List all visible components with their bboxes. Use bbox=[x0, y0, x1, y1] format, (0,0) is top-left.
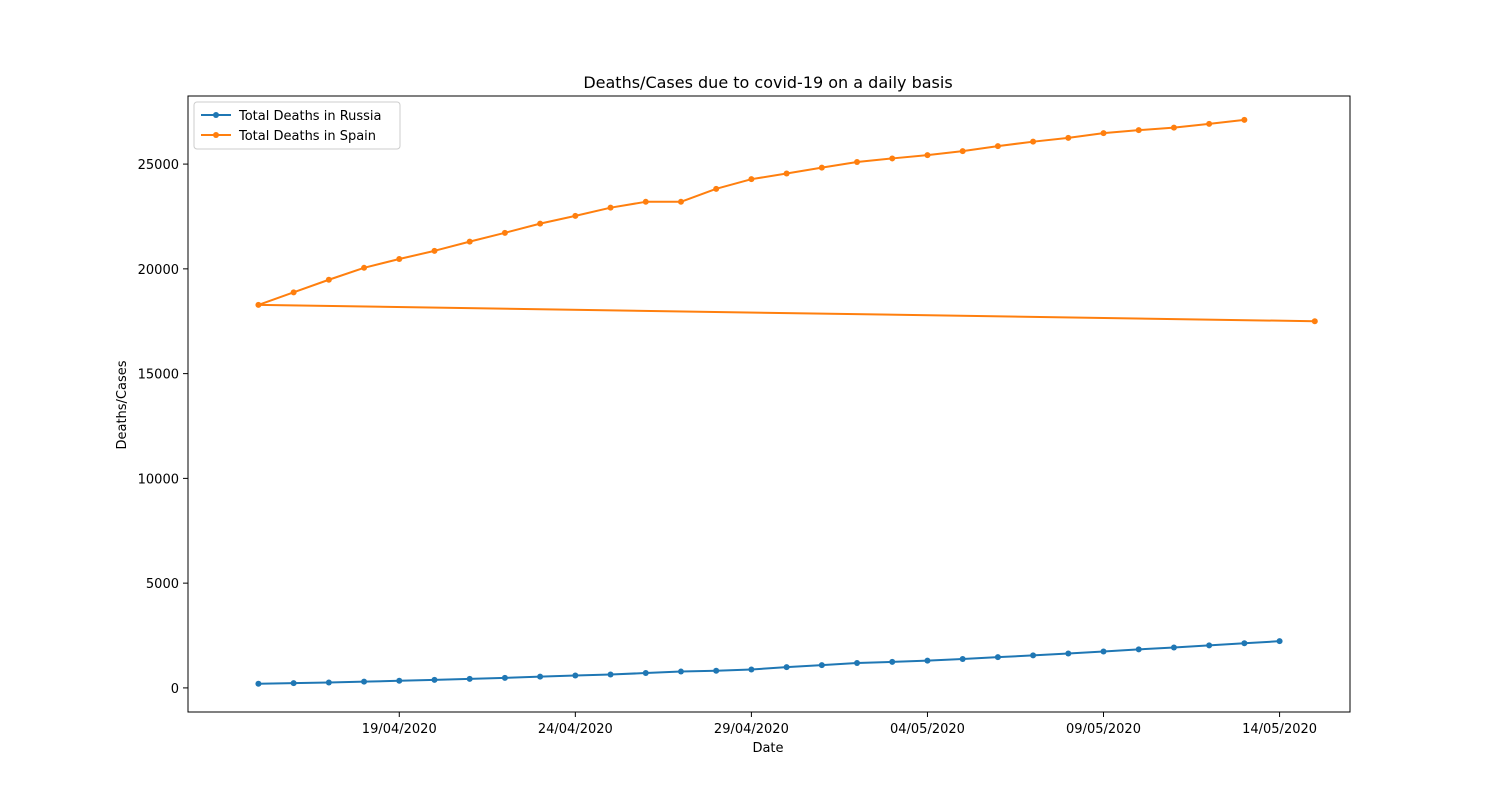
series-0-point-14 bbox=[748, 666, 755, 673]
series-line-0 bbox=[258, 640, 1280, 685]
series-1-point-21 bbox=[959, 148, 966, 155]
series-1-point-18 bbox=[854, 159, 861, 165]
series-0-point-6 bbox=[466, 675, 473, 682]
series-0-point-25 bbox=[1135, 646, 1142, 653]
series-line-1 bbox=[257, 118, 1315, 323]
series-0-point-26 bbox=[1170, 644, 1177, 651]
series-0-point-11 bbox=[642, 670, 649, 677]
series-0-point-16 bbox=[818, 662, 825, 669]
x-tick-label: 09/05/2020 bbox=[1066, 722, 1141, 737]
series-1-point-1 bbox=[255, 301, 262, 308]
series-1-point-19 bbox=[889, 155, 896, 162]
series-1-point-22 bbox=[994, 143, 1001, 150]
series-1-point-2 bbox=[290, 289, 297, 296]
series-1-point-26 bbox=[1135, 127, 1142, 134]
axes-frame bbox=[187, 95, 1351, 713]
y-tick-label: 20000 bbox=[138, 263, 179, 278]
series-1-point-8 bbox=[501, 229, 508, 236]
series-1-point-29 bbox=[1241, 116, 1248, 123]
series-0-point-2 bbox=[325, 679, 332, 686]
series-1-point-5 bbox=[396, 256, 403, 263]
y-axis-label: Deaths/Cases bbox=[115, 360, 130, 449]
x-tick-label: 29/04/2020 bbox=[714, 722, 789, 737]
series-1-point-4 bbox=[361, 264, 368, 271]
legend-marker-1 bbox=[213, 132, 219, 138]
series-0-point-24 bbox=[1100, 648, 1107, 655]
series-0-point-21 bbox=[994, 654, 1001, 661]
series-1-point-27 bbox=[1170, 124, 1177, 131]
series-1-point-20 bbox=[924, 152, 931, 159]
series-0-point-29 bbox=[1276, 638, 1283, 645]
series-1-point-17 bbox=[818, 164, 825, 171]
legend-marker-0 bbox=[213, 112, 219, 118]
series-0-point-19 bbox=[924, 657, 931, 664]
series-1-point-28 bbox=[1206, 120, 1213, 127]
x-tick-label: 14/05/2020 bbox=[1242, 722, 1317, 737]
series-1-point-23 bbox=[1030, 138, 1037, 145]
series-0-point-0 bbox=[255, 680, 262, 687]
series-1-point-25 bbox=[1100, 130, 1107, 137]
plot-area: 19/04/2020 24/04/2020 29/04/2020 04/05/2020… bbox=[138, 95, 1351, 737]
series-0-point-5 bbox=[431, 676, 438, 683]
x-tick-label: 19/04/2020 bbox=[362, 722, 437, 737]
series-0-point-20 bbox=[959, 655, 966, 662]
series-0-point-12 bbox=[677, 668, 684, 675]
series-0-point-13 bbox=[713, 667, 720, 674]
series-0-point-8 bbox=[537, 673, 544, 680]
series-1-point-3 bbox=[325, 276, 332, 283]
series-1-point-10 bbox=[572, 212, 579, 219]
series-0-point-18 bbox=[889, 658, 896, 665]
legend-box bbox=[193, 101, 401, 150]
series-1-point-15 bbox=[748, 176, 755, 183]
series-0-point-15 bbox=[783, 664, 790, 671]
y-tick-label: 0 bbox=[171, 682, 179, 697]
series-1-point-6 bbox=[431, 247, 438, 254]
series-0-point-1 bbox=[290, 680, 297, 687]
series-0-point-28 bbox=[1241, 640, 1248, 647]
y-tick-label: 15000 bbox=[138, 368, 179, 383]
series-0-point-22 bbox=[1030, 652, 1037, 659]
series-0-point-17 bbox=[854, 659, 861, 666]
series-0-point-7 bbox=[501, 674, 508, 681]
y-tick-label: 10000 bbox=[138, 472, 179, 487]
series-1-point-0 bbox=[1311, 318, 1318, 325]
series-0-point-23 bbox=[1065, 650, 1072, 657]
series-1-point-16 bbox=[783, 170, 790, 177]
series-1-point-9 bbox=[537, 220, 544, 227]
legend: Total Deaths in Russia Total Deaths in Sp… bbox=[193, 101, 401, 150]
x-tick-label: 24/04/2020 bbox=[538, 722, 613, 737]
series-0-point-9 bbox=[572, 672, 579, 679]
x-tick-label: 04/05/2020 bbox=[890, 722, 965, 737]
y-tick-label: 5000 bbox=[146, 577, 179, 592]
series-1-point-7 bbox=[466, 238, 473, 245]
chart-title: Deaths/Cases due to covid-19 on a daily … bbox=[583, 73, 952, 92]
x-axis-label: Date bbox=[752, 741, 783, 756]
legend-label-1: Total Deaths in Spain bbox=[238, 129, 376, 144]
series-1-point-12 bbox=[642, 198, 649, 205]
series-1-point-13 bbox=[677, 198, 684, 205]
legend-label-0: Total Deaths in Russia bbox=[238, 109, 382, 124]
series-0-point-10 bbox=[607, 671, 614, 678]
series-1-point-14 bbox=[713, 185, 720, 192]
series-0-point-27 bbox=[1206, 642, 1213, 649]
series-0-point-3 bbox=[361, 678, 368, 685]
y-tick-label: 25000 bbox=[138, 158, 179, 173]
series-0-point-4 bbox=[396, 677, 403, 684]
series-1-point-11 bbox=[607, 204, 614, 211]
series-1-point-24 bbox=[1065, 134, 1072, 141]
